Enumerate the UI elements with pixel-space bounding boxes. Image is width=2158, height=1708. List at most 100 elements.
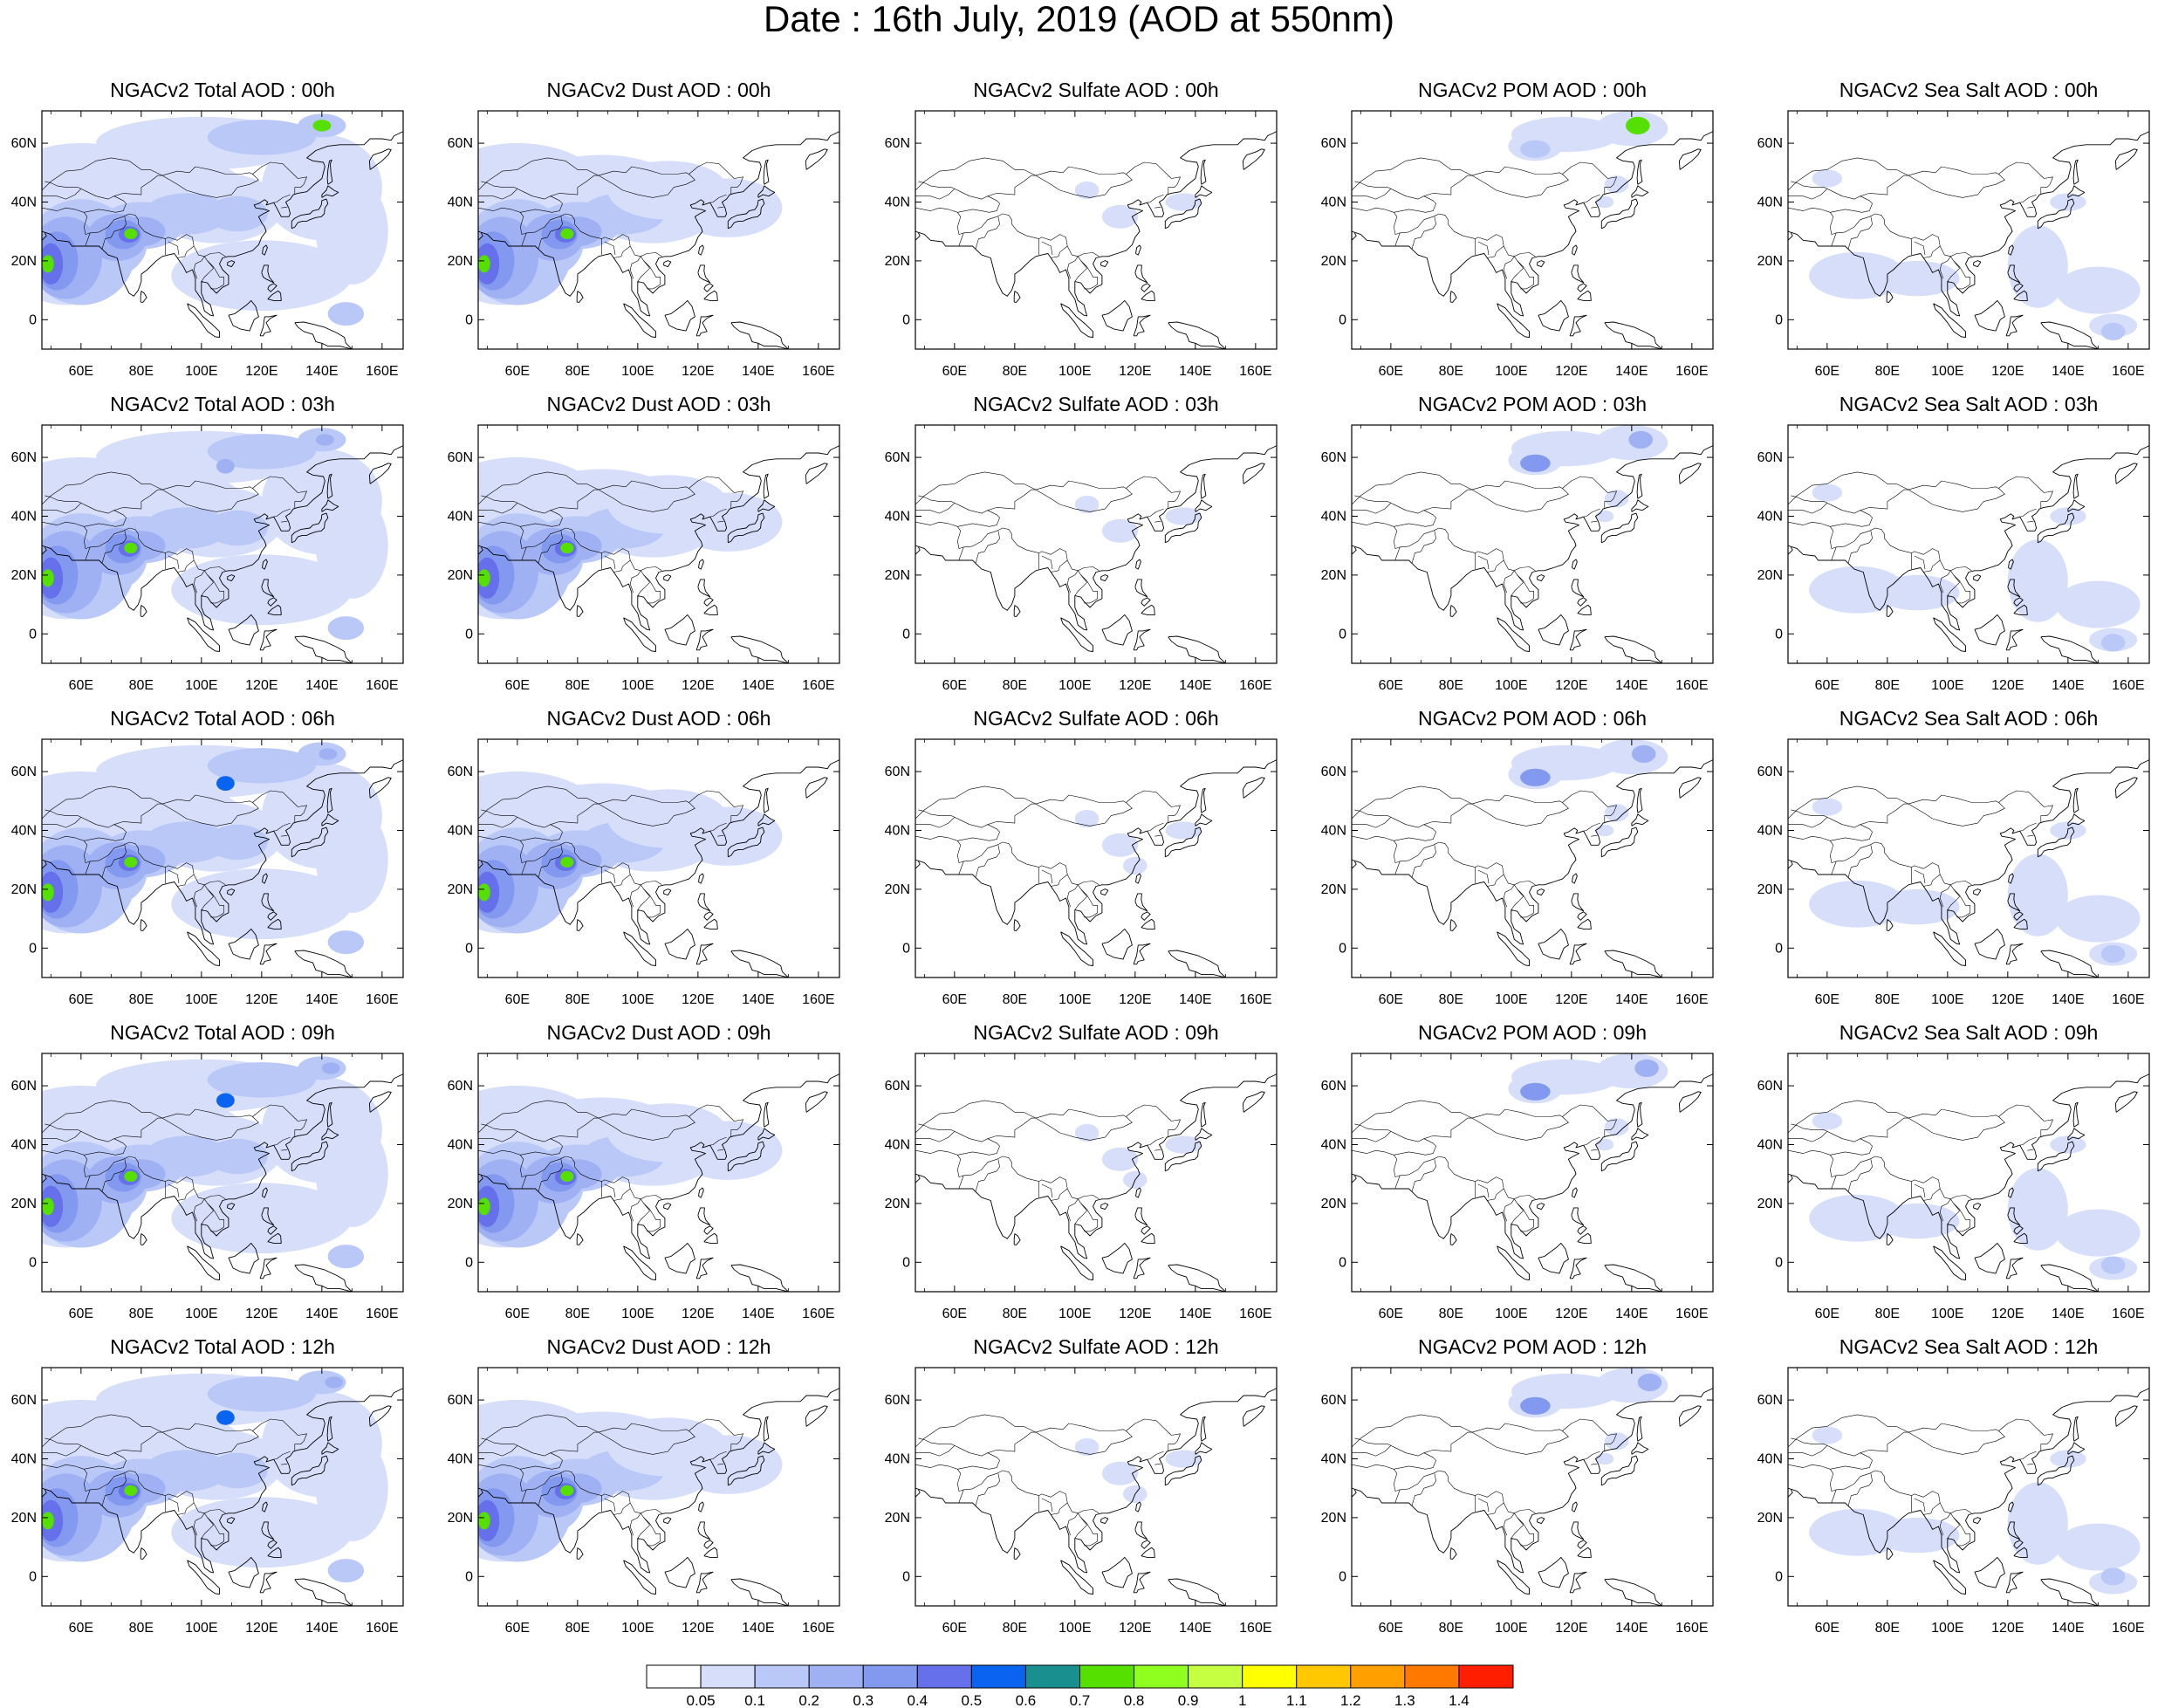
coastline bbox=[1933, 1560, 1966, 1595]
country-border bbox=[478, 1445, 518, 1457]
coastline bbox=[1134, 264, 1148, 284]
coastline bbox=[267, 1540, 277, 1549]
map-frame bbox=[915, 1367, 1278, 1607]
map-plot: 60N 40N 20N 0 60E 80E 100E 120E 140E 160E bbox=[448, 424, 840, 693]
country-border bbox=[42, 817, 82, 828]
coastline bbox=[698, 1501, 704, 1513]
coastline bbox=[1100, 1203, 1109, 1211]
coastline bbox=[140, 605, 147, 617]
lon-label: 100E bbox=[621, 1621, 654, 1636]
coastline bbox=[915, 861, 921, 869]
colorbar-swatch bbox=[1134, 1664, 1189, 1689]
aod-region bbox=[674, 492, 783, 552]
coastline bbox=[1200, 1101, 1207, 1128]
map-panel: NGACv2 Sulfate AOD : 06h 60N 40N 20N 0 60E 80E… bbox=[880, 707, 1312, 1017]
panel-title: NGACv2 POM AOD : 03h bbox=[1417, 393, 1648, 415]
coastline bbox=[727, 198, 765, 230]
lon-label: 80E bbox=[129, 992, 154, 1007]
coastline bbox=[730, 1264, 789, 1292]
colorbar-swatch bbox=[970, 1664, 1026, 1689]
country-border bbox=[1914, 1183, 1926, 1198]
panel-title: NGACv2 Sea Salt AOD : 09h bbox=[1839, 1021, 2099, 1044]
country-border bbox=[1423, 1104, 1617, 1139]
country-border bbox=[1583, 1451, 1600, 1460]
country-border bbox=[1831, 861, 1837, 875]
country-border bbox=[168, 1498, 180, 1513]
lon-label: 140E bbox=[1615, 678, 1648, 693]
coastline bbox=[326, 787, 333, 813]
country-border bbox=[2019, 1136, 2037, 1146]
colorbar-label: 1.3 bbox=[1394, 1692, 1415, 1708]
coastline bbox=[1352, 1489, 1357, 1498]
lon-label: 120E bbox=[1119, 678, 1151, 693]
coastline bbox=[1100, 260, 1109, 268]
country-border bbox=[915, 817, 956, 828]
country-border bbox=[193, 245, 226, 257]
coastline bbox=[42, 1489, 47, 1498]
coastline bbox=[2040, 321, 2099, 349]
country-border bbox=[201, 1203, 214, 1224]
country-border bbox=[42, 785, 163, 820]
country-border bbox=[1354, 1123, 1436, 1156]
coastline bbox=[259, 628, 277, 651]
panel-title: NGACv2 Sulfate AOD : 12h bbox=[973, 1335, 1219, 1358]
country-border bbox=[1583, 194, 1600, 203]
coastline bbox=[42, 131, 403, 317]
lon-label: 120E bbox=[1991, 1307, 2024, 1321]
lon-label: 140E bbox=[1615, 1307, 1648, 1321]
lon-label: 140E bbox=[1615, 364, 1648, 379]
coastline bbox=[697, 893, 711, 912]
country-border bbox=[42, 471, 163, 505]
aod-region bbox=[1520, 1082, 1551, 1101]
country-border bbox=[717, 520, 724, 523]
lon-label: 160E bbox=[2112, 992, 2144, 1007]
coastline bbox=[478, 1489, 483, 1498]
aod-field bbox=[1352, 739, 1713, 977]
map-plot: 60N 40N 20N 0 60E 80E 100E 120E 140E 160E bbox=[1757, 424, 2150, 693]
coastline bbox=[1538, 928, 1569, 960]
aod-field bbox=[1788, 759, 2149, 977]
country-border bbox=[629, 570, 641, 593]
coastline bbox=[1134, 579, 1148, 598]
lon-label: 100E bbox=[621, 992, 654, 1007]
coastline bbox=[805, 1405, 828, 1427]
lon-label: 80E bbox=[1439, 992, 1463, 1007]
coastline bbox=[1134, 1207, 1148, 1226]
coastline bbox=[915, 1388, 1277, 1574]
country-border bbox=[1477, 869, 1490, 884]
country-border bbox=[1847, 1473, 1873, 1506]
lat-label: 60N bbox=[1757, 765, 1783, 779]
lat-label: 0 bbox=[29, 1569, 37, 1584]
lat-label: 60N bbox=[1757, 136, 1783, 151]
country-border bbox=[1147, 1451, 1164, 1460]
lon-label: 80E bbox=[129, 1621, 154, 1636]
aod-region bbox=[207, 748, 316, 784]
map-panel: NGACv2 Total AOD : 00h 60N 40N 20N 0 60E 80E 10… bbox=[7, 79, 438, 388]
country-border bbox=[1147, 508, 1164, 518]
coastline bbox=[915, 1175, 921, 1183]
coastline bbox=[2013, 597, 2024, 607]
lon-label: 80E bbox=[565, 678, 590, 693]
coastline bbox=[2114, 148, 2138, 170]
map-plot: 60N 40N 20N 0 60E 80E 100E 120E 140E 160E bbox=[885, 738, 1278, 1007]
coastline bbox=[326, 159, 333, 185]
map-plot: 60N 40N 20N 0 60E 80E 100E 120E 140E 160E bbox=[1757, 738, 2150, 1007]
lon-label: 100E bbox=[185, 678, 217, 693]
lon-label: 100E bbox=[1931, 1307, 1963, 1321]
coastline bbox=[42, 1388, 403, 1574]
coastline bbox=[1933, 931, 1966, 966]
coastline bbox=[1141, 604, 1155, 615]
country-border bbox=[1074, 1203, 1087, 1224]
coastline bbox=[663, 1203, 672, 1211]
country-border bbox=[1831, 232, 1837, 246]
country-border bbox=[521, 232, 527, 246]
coastline bbox=[294, 1264, 353, 1292]
country-border bbox=[1471, 1116, 1569, 1141]
lat-label: 20N bbox=[448, 882, 473, 897]
country-border bbox=[2019, 508, 2037, 518]
lat-label: 0 bbox=[465, 941, 473, 956]
country-border bbox=[1352, 1131, 1392, 1142]
coastline bbox=[703, 1225, 714, 1235]
lon-label: 160E bbox=[802, 992, 834, 1007]
coastline bbox=[2013, 918, 2028, 929]
